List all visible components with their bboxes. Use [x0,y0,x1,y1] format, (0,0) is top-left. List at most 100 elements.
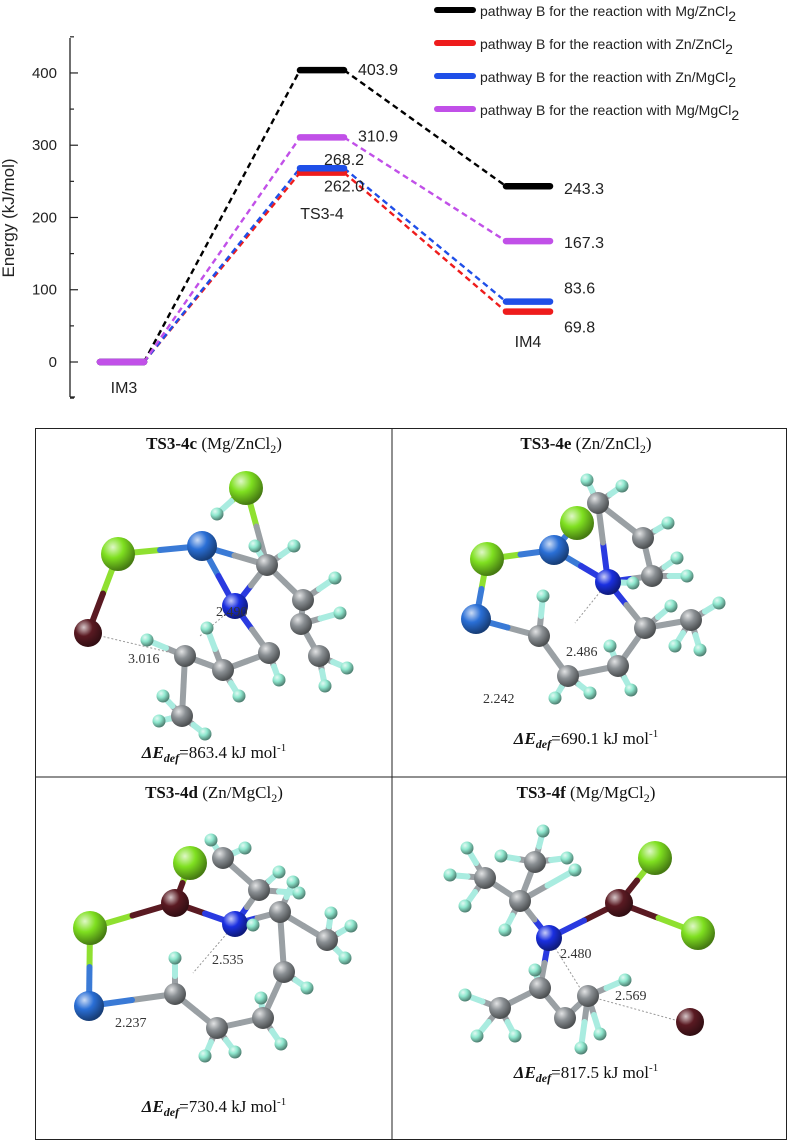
energy-value-label: 243.3 [564,181,604,198]
distance-label: 2.237 [115,1016,147,1031]
hydrogen-atom [198,1049,212,1063]
panel-title: TS3-4f (Mg/MgCl2) [517,783,656,805]
hydrogen-atom [498,923,512,937]
distance-label: 2.242 [483,692,515,707]
hydrogen-atom [246,918,260,932]
hydrogen-atom [344,919,358,933]
state-labels: IM3 TS3-4 IM4 [111,206,542,397]
deformation-energy: ΔEdef=817.5 kJ mol-1 [513,1062,658,1085]
hydrogen-atom [156,689,170,703]
carbon-atom [308,645,330,667]
carbon-atom [641,565,663,587]
interaction-line [587,995,676,1021]
carbon-atom [474,867,496,889]
hydrogen-atom [328,571,342,585]
carbon-atom [206,1017,228,1039]
y-tick-label: 0 [49,354,57,371]
legend-entry: pathway B for the reaction with Zn/MgCl2 [480,69,736,90]
deformation-energy: ΔEdef=730.4 kJ mol-1 [141,1096,286,1119]
carbon-atom [273,961,295,983]
carbon-atom [292,589,314,611]
hydrogen-atom [232,689,246,703]
hydrogen-atom [508,1029,522,1043]
deformation-energy: ΔEdef=690.1 kJ mol-1 [513,728,658,751]
carbon-atom [164,983,186,1005]
hydrogen-atom [286,875,300,889]
hydrogen-atom [324,906,338,920]
hydrogen-atom [626,576,640,590]
distance-label: 2.480 [560,947,592,962]
structure-panels: 2.490 3.016 2.486 2.242 2.535 2.237 2.480 2.569… [35,428,787,1140]
distance-label: 2.490 [216,605,248,620]
hydrogen-atom [470,1029,484,1043]
hydrogen-atom [333,606,347,620]
legend: pathway B for the reaction with Mg/ZnCl2… [434,3,739,123]
energy-value-labels: 403.9 243.3 262.0 69.8 268.2 83.6 310.9 167.3 [324,62,604,336]
panel-frame [35,428,787,1140]
pathway-connector [343,167,507,303]
hydrogen-atom [580,473,594,487]
hydrogen-atom [615,479,629,493]
carbon-atom [607,655,629,677]
carbon-atom [489,997,511,1019]
molecule-structure: 2.486 2.242 [461,473,726,707]
carbon-atom [174,645,196,667]
hydrogen-atom [140,633,154,647]
distance-label: 2.569 [615,989,647,1004]
state-label: TS3-4 [300,206,344,223]
zinc-atom [461,604,491,634]
hydrogen-atom [603,639,617,653]
chlorine-atom [229,471,263,505]
pathway-connector [143,167,301,363]
carbon-atom [248,879,270,901]
energy-value-label: 83.6 [564,281,595,298]
y-axis: 0 100 200 300 400 [32,36,78,399]
molecule-structure: 2.480 2.569 [443,824,715,1055]
hydrogen-atom [668,639,682,653]
chlorine-atom [560,506,594,540]
carbon-atom [171,705,193,727]
hydrogen-atom [458,899,472,913]
hydrogen-atom [528,963,542,977]
hydrogen-atom [458,988,472,1002]
magnesium-atom [676,1008,704,1036]
chlorine-atom [101,537,135,571]
y-axis-label: Energy (kJ/mol) [0,158,18,277]
carbon-atom [634,617,656,639]
hydrogen-atom [210,507,224,521]
legend-entry: pathway B for the reaction with Mg/ZnCl2 [480,3,736,24]
panel-title: TS3-4e (Zn/ZnCl2) [520,434,651,456]
hydrogen-atom [574,1041,588,1055]
chlorine-atom [470,542,504,576]
pathway-lines [142,69,507,363]
deformation-energy: ΔEdef=863.4 kJ mol-1 [141,742,286,765]
carbon-atom [524,851,546,873]
nitrogen-atom [536,925,562,951]
hydrogen-atom [494,849,508,863]
hydrogen-atom [664,599,678,613]
molecule-structure: 2.535 2.237 [73,833,358,1063]
energy-value-label: 403.9 [358,62,398,79]
hydrogen-atom [670,551,684,565]
chlorine-atom [173,846,207,880]
pathway-connector [343,171,507,313]
nitrogen-atom [222,593,248,619]
hydrogen-atom [238,841,252,855]
hydrogen-atom [661,516,675,530]
hydrogen-atom [254,991,268,1005]
hydrogen-atom [340,661,354,675]
nitrogen-atom [595,569,621,595]
zinc-atom [539,535,569,565]
y-tick-label: 400 [32,65,57,82]
chlorine-atom [681,916,715,950]
pathway-connector [343,136,507,243]
carbon-atom [252,1007,274,1029]
hydrogen-atom [624,683,638,697]
hydrogen-atom [300,981,314,995]
carbon-atom [316,929,338,951]
carbon-atom [680,609,702,631]
pathway-connector [142,69,302,363]
magnesium-atom [161,889,189,917]
hydrogen-atom [536,589,550,603]
carbon-atom [529,977,551,999]
